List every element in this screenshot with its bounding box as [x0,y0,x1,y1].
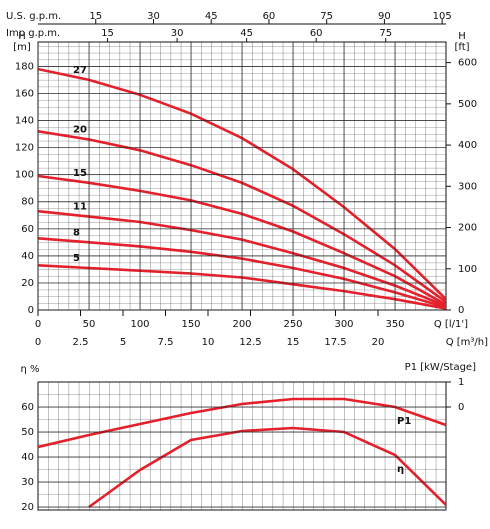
y2-tick-label: 0 [458,305,464,316]
curve-label: 15 [73,168,87,179]
x-label: Q [l/1'] [434,319,468,330]
x2-tick-label: 12.5 [239,337,261,348]
y2-unit: [ft] [454,42,469,53]
x-tick-label: 50 [83,319,96,330]
y2-tick-label: 100 [458,264,477,275]
x4-label: Imp g.p.m. [6,28,60,39]
y2-tick-label: 1 [458,377,464,388]
y2-label: P1 [kW/Stage] [405,362,476,373]
x-tick-label: 200 [232,319,251,330]
x3-tick-label: 90 [378,11,391,22]
y-tick-label: 160 [15,88,34,99]
y-tick-label: 40 [21,251,34,262]
x2-tick-label: 15 [287,337,300,348]
y-tick-label: 40 [21,452,34,463]
x-tick-label: 250 [283,319,302,330]
x2-tick-label: 17.5 [324,337,346,348]
x3-label: U.S. g.p.m. [6,11,61,22]
x2-tick-label: 10 [202,337,215,348]
x-tick-label: 350 [385,319,404,330]
y-label: η % [20,364,39,375]
y-tick-label: 80 [21,197,34,208]
x4-tick-label: 30 [171,28,184,39]
bottom-curves [38,397,446,509]
x3-tick-label: 30 [147,11,160,22]
y-tick-label: 100 [15,170,34,181]
x3-tick-label: 60 [263,11,276,22]
y-tick-label: 140 [15,116,34,127]
x2-tick-label: 5 [120,337,126,348]
y-tick-label: 60 [21,402,34,413]
y2-label: H [458,31,466,42]
y-label: H [18,31,26,42]
x3-tick-label: 15 [89,11,102,22]
y2-tick-label: 200 [458,223,477,234]
x2-tick-label: 7.5 [158,337,174,348]
y-tick-label: 20 [21,502,34,513]
y-tick-label: 180 [15,61,34,72]
curve-label: 5 [73,253,80,264]
y-tick-label: 20 [21,278,34,289]
curve-label: η [397,464,404,475]
x3-tick-label: 45 [205,11,218,22]
curve-label: 27 [73,65,87,76]
curve-label: P1 [397,416,411,427]
x2-tick-label: 2.5 [73,337,89,348]
x4-tick-label: 60 [310,28,323,39]
curve [38,397,446,449]
x4-tick-label: 45 [240,28,253,39]
y-unit: [m] [13,42,31,53]
y2-tick-label: 0 [458,402,464,413]
x-tick-label: 300 [334,319,353,330]
y2-tick-label: 600 [458,58,477,69]
y2-tick-label: 400 [458,140,477,151]
y2-tick-label: 500 [458,99,477,110]
x-tick-label: 150 [181,319,200,330]
minor-grid [38,382,446,510]
x2-tick-label: 20 [372,337,385,348]
x3-tick-label: 105 [433,11,452,22]
curve-label: 11 [73,202,87,213]
y-tick-label: 0 [28,305,34,316]
x2-label: Q [m³/h] [446,337,488,348]
curve-label: 20 [73,124,87,135]
y-tick-label: 60 [21,224,34,235]
curve [88,426,446,509]
x-tick-label: 100 [130,319,149,330]
y-tick-label: 30 [21,477,34,488]
curve-label: 8 [73,227,80,238]
y-tick-label: 120 [15,143,34,154]
x-tick-label: 0 [35,319,41,330]
x4-tick-label: 15 [101,28,114,39]
x3-tick-label: 75 [320,11,333,22]
y-tick-label: 50 [21,427,34,438]
y2-tick-label: 300 [458,181,477,192]
x4-tick-label: 75 [379,28,392,39]
x2-tick-label: 0 [35,337,41,348]
